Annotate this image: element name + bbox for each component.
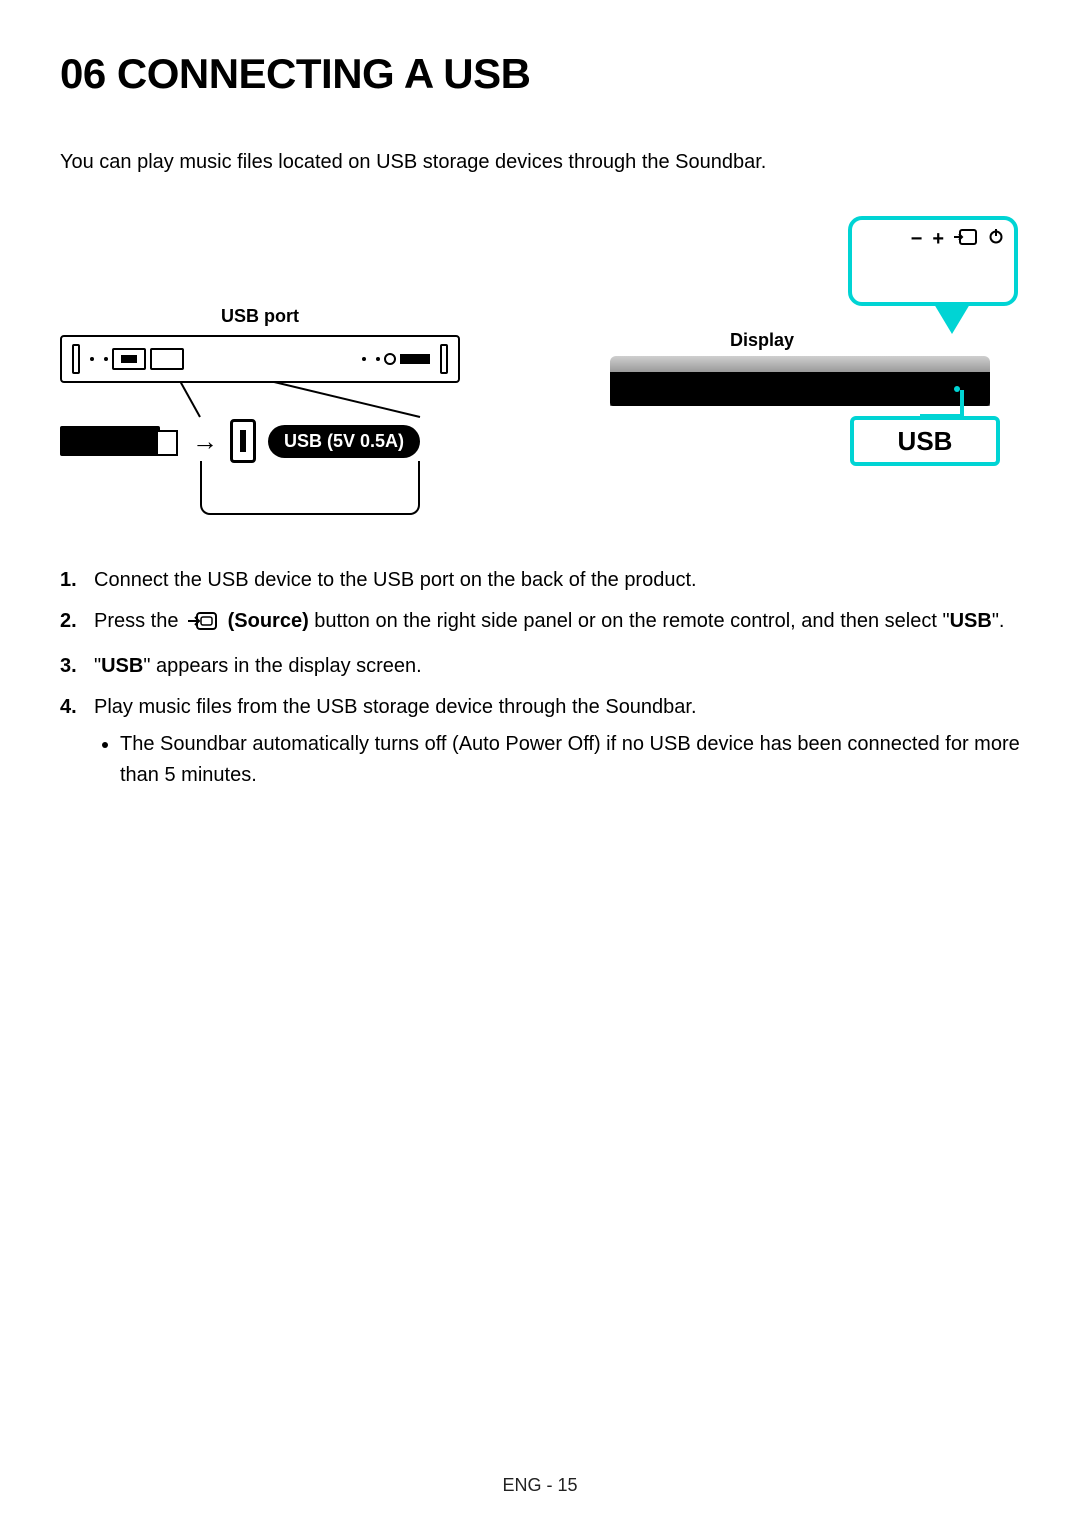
arrow-down-icon xyxy=(934,304,970,334)
display-label: Display xyxy=(730,330,794,351)
usb-port-label: USB port xyxy=(60,306,460,327)
step-4-bullet: The Soundbar automatically turns off (Au… xyxy=(120,729,1020,791)
step-1: Connect the USB device to the USB port o… xyxy=(60,565,1020,596)
soundbar-front xyxy=(610,356,990,406)
source-label: (Source) xyxy=(228,610,309,632)
port-group xyxy=(104,348,184,370)
callout-bracket xyxy=(200,461,420,515)
page-title: 06 CONNECTING A USB xyxy=(60,50,1020,98)
usb-spec-pill: USB (5V 0.5A) xyxy=(268,425,420,458)
usb-bold: USB xyxy=(950,610,992,632)
step-3-text-b: " appears in the display screen. xyxy=(143,655,421,677)
aux-port-icon xyxy=(150,348,184,370)
step-2-text-a: Press the xyxy=(94,610,184,632)
volume-up-icon: + xyxy=(932,228,944,251)
source-icon xyxy=(954,228,978,246)
step-4-sublist: The Soundbar automatically turns off (Au… xyxy=(120,729,1020,791)
led-icon xyxy=(954,386,960,392)
port-group xyxy=(376,353,430,365)
callout-lines xyxy=(60,383,460,423)
power-icon xyxy=(988,228,1004,244)
step-3: "USB" appears in the display screen. xyxy=(60,651,1020,682)
control-panel: − + xyxy=(848,216,1018,306)
display-readout: USB xyxy=(850,416,1000,466)
soundbar-back-panel xyxy=(60,335,460,383)
page-footer: ENG - 15 xyxy=(0,1475,1080,1496)
usb-bold: USB xyxy=(101,655,143,677)
step-4-text: Play music files from the USB storage de… xyxy=(94,696,697,718)
diagram-row: USB port → xyxy=(60,216,1020,515)
port-dot-icon xyxy=(362,357,366,361)
step-2-text-c: ". xyxy=(992,610,1005,632)
intro-text: You can play music files located on USB … xyxy=(60,148,1020,176)
source-icon xyxy=(188,610,218,641)
step-4: Play music files from the USB storage de… xyxy=(60,692,1020,791)
port-dot-icon xyxy=(90,357,94,361)
usb-socket-icon xyxy=(230,419,256,463)
step-2: Press the (Source) button on the right s… xyxy=(60,606,1020,641)
diagram-display: − + Display USB xyxy=(560,216,1020,486)
panel-edge-icon xyxy=(440,344,448,374)
instruction-list: Connect the USB device to the USB port o… xyxy=(60,565,1020,791)
diagram-usb-port: USB port → xyxy=(60,216,460,515)
usb-port-icon xyxy=(112,348,146,370)
panel-edge-icon xyxy=(72,344,80,374)
arrow-right-icon: → xyxy=(192,426,218,457)
usb-drive-icon xyxy=(60,426,160,456)
volume-down-icon: − xyxy=(911,228,923,251)
step-2-text-b: button on the right side panel or on the… xyxy=(314,610,949,632)
